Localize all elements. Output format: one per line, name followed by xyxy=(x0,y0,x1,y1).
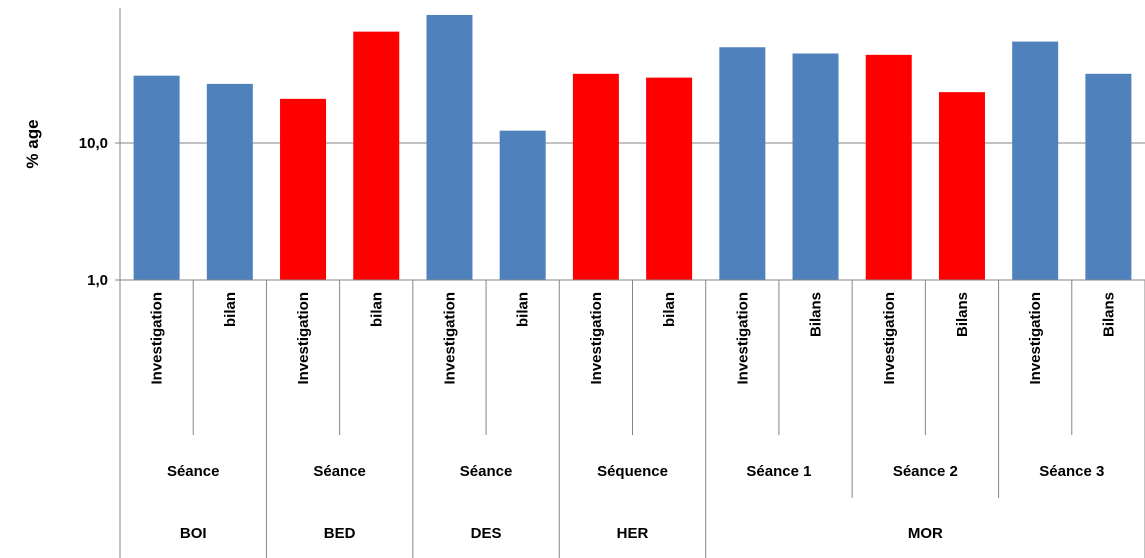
bar-category-label: Investigation xyxy=(295,292,312,385)
bar-category-label: bilan xyxy=(515,292,532,327)
bar xyxy=(719,47,766,281)
supergroup-label: BOI xyxy=(180,525,207,542)
bar-category-label: bilan xyxy=(661,292,678,327)
category-labels: Investigation bilan Investigation bilan Inve… xyxy=(119,280,1145,558)
y-tick-label: 1,0 xyxy=(87,272,108,289)
group-label: Séquence xyxy=(597,463,668,480)
bar-category-label: Investigation xyxy=(1027,292,1044,385)
bar-category-label: Bilans xyxy=(1100,292,1117,337)
bar xyxy=(572,73,619,280)
supergroup-label: BED xyxy=(324,525,356,542)
bar-category-label: Bilans xyxy=(808,292,825,337)
group-label: Séance xyxy=(313,463,366,480)
group-label: Séance xyxy=(460,463,513,480)
bar xyxy=(792,53,839,280)
bar xyxy=(865,54,912,280)
bar-category-label: Investigation xyxy=(588,292,605,385)
supergroup-label: MOR xyxy=(908,525,943,542)
bar xyxy=(280,98,327,280)
group-label: Séance 2 xyxy=(893,463,958,480)
group-label: Séance 1 xyxy=(746,463,811,480)
bar-category-label: Investigation xyxy=(881,292,898,385)
axes xyxy=(115,8,1145,285)
bar-category-label: Investigation xyxy=(441,292,458,385)
group-label: Séance xyxy=(167,463,220,480)
bar xyxy=(1012,41,1059,280)
supergroup-label: HER xyxy=(617,525,649,542)
bar-category-label: Bilans xyxy=(954,292,971,337)
bar xyxy=(938,92,985,281)
bar-category-label: bilan xyxy=(368,292,385,327)
y-axis-label: % age xyxy=(23,119,42,168)
bar xyxy=(1085,73,1132,280)
bar xyxy=(646,77,693,280)
y-tick-label: 10,0 xyxy=(79,135,108,152)
bar xyxy=(426,14,473,280)
supergroup-label: DES xyxy=(471,525,502,542)
bar xyxy=(206,83,253,280)
bar-category-label: Investigation xyxy=(734,292,751,385)
group-label: Séance 3 xyxy=(1039,463,1104,480)
bar-category-label: Investigation xyxy=(149,292,166,385)
bar-series xyxy=(133,14,1132,281)
bar xyxy=(133,75,180,281)
bar xyxy=(353,31,400,280)
bar xyxy=(499,130,546,280)
y-tick-labels: 1,0 10,0 xyxy=(79,135,108,289)
bar-category-label: bilan xyxy=(222,292,239,327)
